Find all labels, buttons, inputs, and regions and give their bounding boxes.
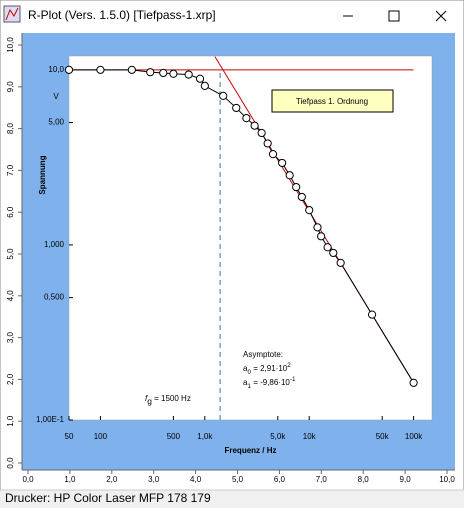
- maximize-button[interactable]: [388, 10, 400, 22]
- data-point: [329, 248, 338, 258]
- y-tick-label: 0,500: [44, 293, 65, 302]
- ruler-label: 2,0: [106, 475, 118, 484]
- data-point: [285, 171, 294, 180]
- text-base: a: [243, 364, 248, 373]
- data-point: [159, 68, 168, 78]
- data-point: [250, 121, 259, 130]
- data-point: [292, 182, 301, 192]
- text-main: = -9,86·10: [251, 378, 290, 387]
- data-point: [263, 139, 272, 148]
- asymptote-title: Asymptote:: [243, 350, 283, 359]
- window-title: R-Plot (Vers. 1.5.0) [Tiefpass-1.xrp]: [28, 8, 216, 22]
- text-sup: 2: [287, 362, 291, 369]
- data-point: [297, 192, 306, 202]
- data-point: [313, 223, 322, 232]
- annotation-box: [271, 89, 394, 113]
- ruler-label: 10,0: [439, 475, 455, 484]
- data-point: [169, 69, 178, 78]
- data-point: [323, 243, 332, 252]
- text-sup: -1: [290, 376, 296, 383]
- data-point: [278, 158, 287, 168]
- cutoff-label: fg = 1500 Hz: [145, 394, 191, 406]
- text-base: a: [243, 378, 248, 387]
- ruler-label: 1,0: [6, 415, 15, 427]
- coefficient-label: a0 = 2,91·102: [243, 362, 291, 376]
- ruler-label: 9,0: [6, 81, 15, 93]
- ruler-label: 5,0: [6, 248, 15, 260]
- data-point: [409, 378, 418, 387]
- ruler-label: 9,0: [400, 475, 412, 484]
- y-tick-label: 1,000: [44, 240, 65, 249]
- ruler-label: 0,0: [6, 457, 15, 469]
- x-tick-label: 500: [167, 432, 181, 441]
- plot-area: [68, 55, 433, 421]
- data-point: [146, 68, 155, 77]
- ruler-label: 3,0: [148, 475, 160, 484]
- coefficient-label: a1 = -9,86·10-1: [243, 376, 296, 390]
- ruler-label: 10,0: [6, 37, 15, 53]
- data-point: [317, 232, 326, 241]
- ruler-label: 7,0: [316, 475, 328, 484]
- data-point: [268, 150, 278, 159]
- ruler-label: 8,0: [358, 475, 370, 484]
- ruler-label: 3,0: [6, 331, 15, 343]
- ruler-label: 4,0: [190, 475, 202, 484]
- status-bar: [0, 490, 464, 508]
- ruler-label: 5,0: [232, 475, 244, 484]
- ruler-label: 2,0: [6, 373, 15, 385]
- x-tick-label: 50k: [376, 432, 390, 441]
- x-tick-label: 50: [65, 432, 74, 441]
- x-tick-label: 100: [94, 432, 108, 441]
- data-point: [200, 81, 209, 90]
- y-tick-label: 10,0: [48, 65, 64, 74]
- data-point: [305, 206, 314, 215]
- y-tick-label: 1,00E-1: [36, 415, 65, 424]
- data-point: [96, 65, 105, 74]
- ruler-label: 1,0: [64, 475, 76, 484]
- text-main: = 1500 Hz: [152, 394, 191, 403]
- y-axis-label: Spannung: [38, 155, 47, 194]
- text-base: f: [145, 394, 148, 403]
- x-tick-label: 10k: [303, 432, 317, 441]
- data-line: [69, 69, 415, 384]
- data-point: [184, 70, 193, 79]
- text-main: = 2,91·10: [251, 364, 288, 373]
- x-tick-label: 1,0k: [197, 432, 213, 441]
- text-sub: 1: [247, 383, 251, 390]
- annotation-box-label: Tiefpass 1. Ordnung: [296, 97, 368, 106]
- data-point: [367, 310, 377, 319]
- data-point: [219, 91, 228, 101]
- data-point: [242, 114, 251, 123]
- data-point: [257, 128, 266, 138]
- data-point: [336, 258, 345, 267]
- ruler-label: 6,0: [6, 206, 15, 218]
- ruler-label: 4,0: [6, 290, 15, 302]
- app-icon-glyph: [5, 7, 19, 21]
- data-point: [64, 65, 74, 74]
- y-unit: V: [53, 92, 59, 101]
- close-button[interactable]: [435, 10, 447, 22]
- x-axis-label: Frequenz / Hz: [224, 446, 276, 455]
- ruler-label: 0,0: [22, 475, 34, 484]
- status-text: Drucker: HP Color Laser MFP 178 179: [5, 491, 211, 505]
- ruler-label: 7,0: [6, 164, 15, 176]
- x-tick-label: 100k: [405, 432, 423, 441]
- ruler-label: 6,0: [274, 475, 286, 484]
- app-icon: [3, 5, 21, 23]
- data-point: [127, 65, 136, 74]
- text-sub: g: [147, 396, 152, 406]
- y-tick-label: 5,00: [48, 118, 64, 127]
- x-tick-label: 5,0k: [270, 432, 286, 441]
- data-point: [232, 103, 241, 113]
- ruler-label: 8,0: [6, 122, 15, 134]
- data-point: [195, 74, 205, 83]
- text-sub: 0: [247, 369, 251, 376]
